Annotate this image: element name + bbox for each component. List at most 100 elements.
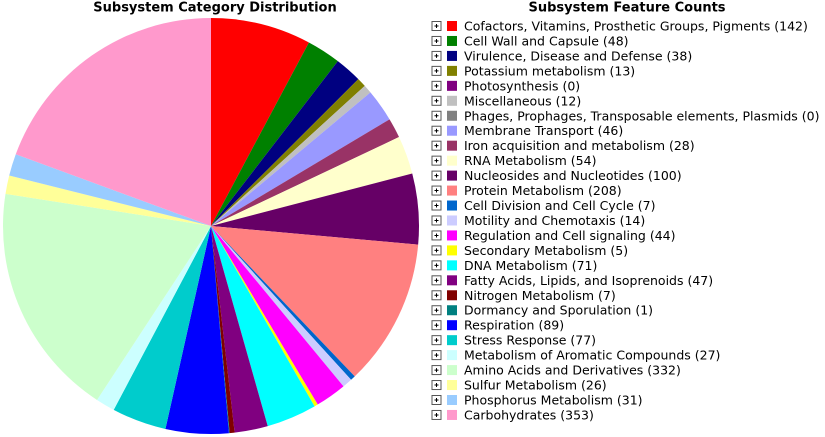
legend-label: Iron acquisition and metabolism (28) — [464, 138, 695, 153]
pie-slice — [15, 18, 211, 226]
pie-slice — [211, 173, 419, 245]
pie-slice — [211, 137, 413, 226]
pie-slice — [211, 226, 268, 433]
legend-swatch — [447, 35, 457, 46]
expand-plus — [434, 383, 439, 388]
pie-slice — [211, 61, 359, 226]
expand-plus — [434, 128, 439, 133]
expand-plus — [434, 263, 439, 268]
expand-plus — [434, 353, 439, 358]
expand-plus — [434, 158, 439, 163]
legend-swatch — [447, 409, 457, 420]
legend-label: Sulfur Metabolism (26) — [464, 378, 607, 393]
expand-plus — [434, 83, 439, 88]
legend-swatch — [447, 260, 457, 271]
pie-slice — [211, 226, 344, 405]
expand-plus — [434, 53, 439, 58]
pie-slice — [211, 226, 318, 407]
expand-plus — [434, 323, 439, 328]
pie-slice — [211, 119, 400, 226]
legend-swatch — [447, 110, 457, 121]
legend-label: Dormancy and Sporulation (1) — [464, 303, 653, 318]
pie-slice — [211, 226, 235, 434]
pie-slice — [5, 175, 212, 226]
expand-plus — [434, 143, 439, 148]
expand-plus — [434, 398, 439, 402]
legend-label: Membrane Transport (46) — [464, 123, 623, 138]
pie-slice — [97, 226, 211, 410]
pie-slice — [165, 226, 229, 435]
legend-label: Cofactors, Vitamins, Prosthetic Groups, … — [464, 19, 808, 34]
legend-swatch — [447, 170, 457, 181]
legend-swatch — [447, 305, 457, 316]
legend-swatch — [447, 155, 457, 166]
legend-label: Nitrogen Metabolism (7) — [464, 288, 616, 303]
legend-swatch — [447, 245, 457, 256]
legend-label: Cell Wall and Capsule (48) — [464, 33, 629, 48]
expand-plus — [434, 248, 439, 253]
pie-slice — [211, 226, 355, 380]
expand-plus — [434, 218, 439, 223]
legend-label: RNA Metabolism (54) — [464, 153, 596, 168]
pie-slice — [3, 193, 211, 400]
pie-slice — [211, 226, 315, 427]
legend-label: Secondary Metabolism (5) — [464, 243, 628, 258]
legend-swatch — [447, 230, 457, 241]
legend-label: Protein Metabolism (208) — [464, 183, 622, 198]
legend-swatch — [447, 320, 457, 331]
pie-slice — [211, 79, 365, 226]
pie-slice — [211, 42, 338, 226]
legend-label: Amino Acids and Derivatives (332) — [464, 363, 681, 378]
legend-label: Fatty Acids, Lipids, and Isoprenoids (47… — [464, 273, 713, 288]
legend-swatch — [447, 95, 457, 106]
legend-swatch — [447, 275, 457, 286]
legend-label: Carbohydrates (353) — [464, 407, 594, 422]
expand-plus — [434, 173, 439, 178]
expand-plus — [434, 293, 439, 298]
legend-swatch — [447, 395, 457, 405]
legend-swatch — [447, 335, 457, 346]
legend-label: Virulence, Disease and Defense (38) — [464, 48, 692, 63]
legend-swatch — [447, 140, 457, 151]
legend-label: Miscellaneous (12) — [464, 93, 581, 108]
pie-slice — [9, 154, 212, 226]
expand-plus — [434, 38, 439, 43]
legend-label: Metabolism of Aromatic Compounds (27) — [464, 348, 720, 363]
expand-plus — [434, 233, 439, 238]
legend-swatch — [447, 365, 457, 376]
legend-swatch — [447, 200, 457, 211]
legend-swatch — [447, 215, 457, 226]
pie-slice — [211, 226, 419, 377]
legend-swatch — [447, 21, 457, 31]
expand-plus — [434, 24, 439, 28]
expand-plus — [434, 368, 439, 373]
pie-slice — [113, 226, 211, 429]
pie-slice — [211, 226, 352, 387]
chart-title: Subsystem Category Distribution — [93, 1, 336, 16]
legend-label: Motility and Chemotaxis (14) — [464, 213, 645, 228]
legend-swatch — [447, 380, 457, 391]
expand-plus — [434, 412, 439, 417]
legend-label: Potassium metabolism (13) — [464, 63, 635, 78]
legend-swatch — [447, 65, 457, 76]
legend-swatch — [447, 125, 457, 136]
pie-slice — [211, 85, 371, 226]
legend-swatch — [447, 80, 457, 91]
expand-plus — [434, 68, 439, 73]
legend-swatch — [447, 290, 457, 301]
legend-label: Stress Response (77) — [464, 333, 596, 348]
legend-swatch — [447, 350, 457, 361]
legend-label: Cell Division and Cell Cycle (7) — [464, 198, 656, 213]
legend-label: DNA Metabolism (71) — [464, 258, 597, 273]
pie-slice — [211, 226, 230, 434]
legend-label: Photosynthesis (0) — [464, 78, 580, 93]
legend-swatch — [447, 185, 457, 196]
legend-label: Phages, Prophages, Transposable elements… — [464, 108, 819, 123]
expand-plus — [434, 203, 439, 208]
pie-slice — [211, 18, 309, 226]
expand-plus — [434, 98, 439, 103]
legend-label: Phosphorus Metabolism (31) — [464, 393, 643, 408]
expand-plus — [434, 338, 439, 343]
expand-plus — [434, 308, 439, 313]
